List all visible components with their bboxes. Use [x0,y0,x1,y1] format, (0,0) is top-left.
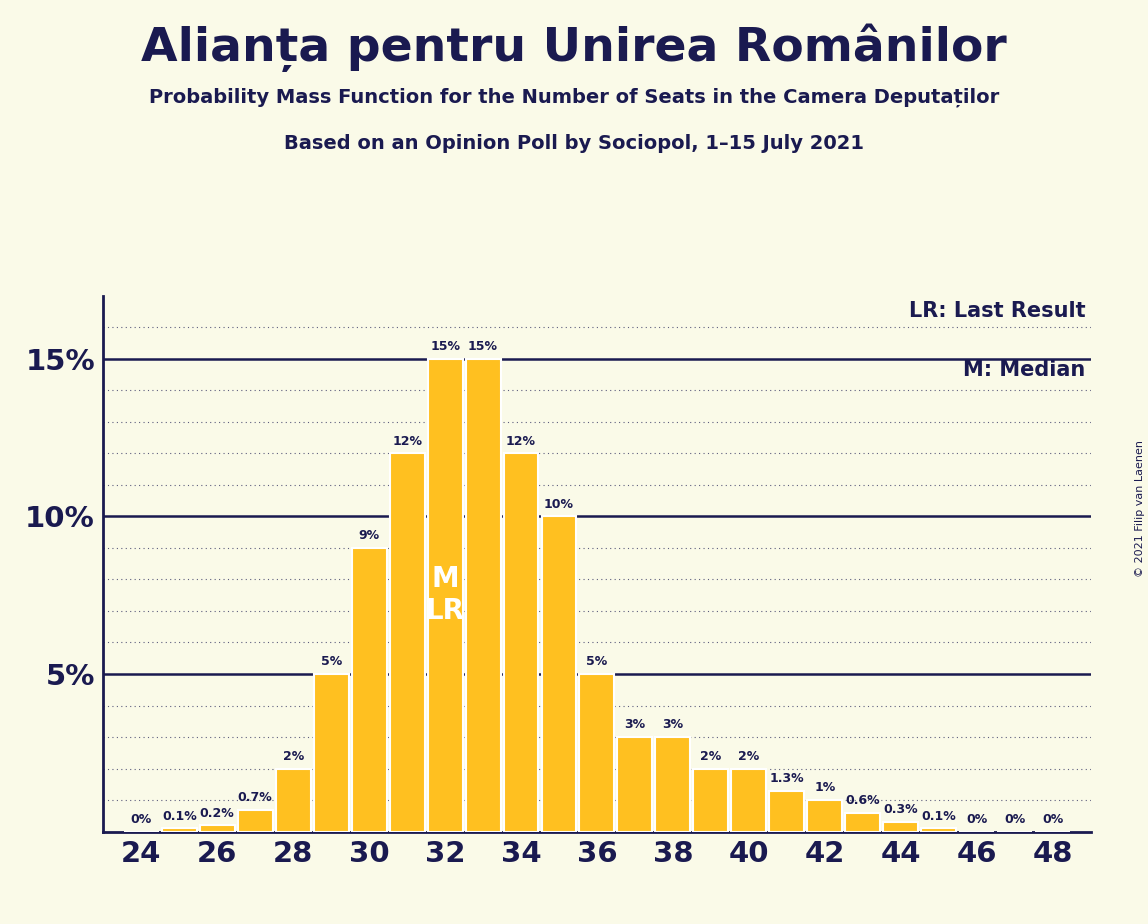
Text: 0%: 0% [1042,813,1063,826]
Bar [466,359,501,832]
Text: 0.1%: 0.1% [922,809,956,822]
Bar [769,791,805,832]
Text: LR: Last Result: LR: Last Result [909,301,1086,321]
Text: © 2021 Filip van Laenen: © 2021 Filip van Laenen [1135,440,1145,577]
Text: 5%: 5% [320,655,342,668]
Text: 1%: 1% [814,782,836,795]
Text: 0%: 0% [1004,813,1025,826]
Text: 0.2%: 0.2% [200,807,234,820]
Bar [618,737,652,832]
Text: 2%: 2% [700,750,721,763]
Bar [731,769,767,832]
Bar [921,829,956,832]
Bar [807,800,843,832]
Bar [427,359,463,832]
Text: 2%: 2% [282,750,304,763]
Bar [276,769,311,832]
Bar [313,674,349,832]
Bar [162,829,196,832]
Text: 2%: 2% [738,750,760,763]
Bar [693,769,728,832]
Text: 0.3%: 0.3% [884,804,918,817]
Bar [580,674,614,832]
Text: 0%: 0% [131,813,152,826]
Text: 1.3%: 1.3% [769,772,804,785]
Text: M: Median: M: Median [963,360,1086,380]
Bar [238,809,273,832]
Text: Probability Mass Function for the Number of Seats in the Camera Deputaților: Probability Mass Function for the Number… [149,88,999,107]
Bar [351,548,387,832]
Text: 12%: 12% [506,434,536,447]
Text: 3%: 3% [662,718,683,732]
Text: 10%: 10% [544,498,574,511]
Bar [200,825,234,832]
Text: 15%: 15% [468,340,498,353]
Bar [883,822,918,832]
Text: 0%: 0% [967,813,987,826]
Text: 12%: 12% [393,434,422,447]
Text: 9%: 9% [358,529,380,542]
Text: M
LR: M LR [426,565,465,626]
Text: Based on an Opinion Poll by Sociopol, 1–15 July 2021: Based on an Opinion Poll by Sociopol, 1–… [284,134,864,153]
Text: 0.7%: 0.7% [238,791,272,804]
Bar [845,813,881,832]
Bar [504,454,538,832]
Bar [656,737,690,832]
Text: 5%: 5% [587,655,607,668]
Text: Alianța pentru Unirea Românilor: Alianța pentru Unirea Românilor [141,23,1007,71]
Bar [389,454,425,832]
Bar [542,517,576,832]
Text: 3%: 3% [625,718,645,732]
Text: 15%: 15% [430,340,460,353]
Text: 0.6%: 0.6% [845,794,881,807]
Text: 0.1%: 0.1% [162,809,196,822]
